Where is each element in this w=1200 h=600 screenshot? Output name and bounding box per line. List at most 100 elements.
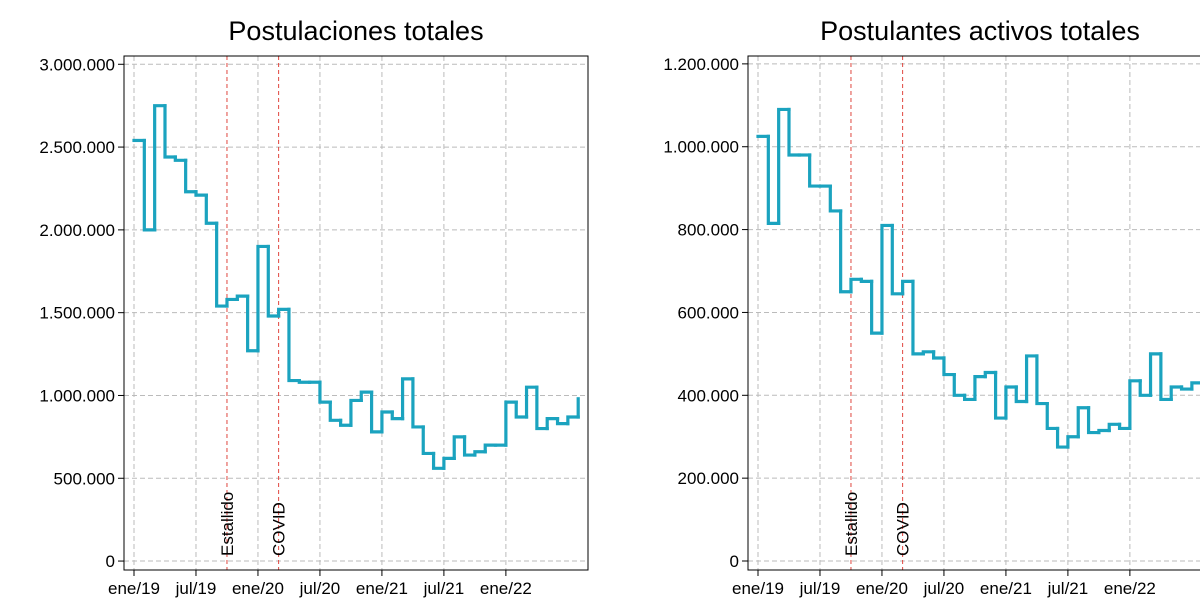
step-segment: [473, 450, 487, 457]
x-tick-label: ene/21: [980, 579, 1032, 598]
step-segment: [973, 375, 987, 402]
x-tick-label: jul/19: [799, 579, 841, 598]
step-segment: [442, 456, 456, 470]
y-tick-label: 400.000: [678, 386, 739, 405]
step-segment: [1190, 381, 1200, 391]
y-tick-label: 0: [106, 552, 115, 571]
step-segment: [153, 104, 167, 232]
event-label: COVID: [894, 502, 913, 556]
step-segment: [1138, 379, 1153, 397]
step-segment: [421, 425, 436, 456]
y-tick-label: 2.000.000: [39, 221, 115, 240]
step-segment: [173, 155, 188, 162]
step-segment: [380, 410, 394, 434]
step-segment: [215, 221, 229, 308]
step-segment: [1107, 422, 1122, 433]
plot-frame: [123, 55, 589, 571]
step-segment: [1076, 406, 1091, 439]
step-segment: [787, 107, 801, 157]
x-tick-label: ene/20: [232, 579, 284, 598]
step-segment: [1117, 422, 1132, 431]
step-segment: [462, 435, 477, 457]
step-segment: [1024, 354, 1039, 404]
step-segment: [504, 400, 518, 447]
y-tick-label: 2.500.000: [39, 138, 115, 157]
step-segment: [1045, 401, 1060, 431]
step-segment: [1128, 379, 1142, 431]
step-segment: [1159, 352, 1173, 402]
panel: Postulaciones totales 0 500.000 1.000.000 1.…: [39, 16, 589, 598]
step-segment: [766, 134, 781, 225]
step-segment: [359, 390, 374, 403]
step-segment: [225, 297, 239, 308]
step-segment: [880, 223, 894, 335]
y-tick-label: 0: [730, 552, 739, 571]
x-tick-label: ene/22: [480, 579, 532, 598]
step-segment: [1086, 406, 1101, 435]
step-segment: [1066, 435, 1080, 449]
x-tick-label: jul/19: [175, 579, 217, 598]
step-segment: [942, 356, 956, 377]
step-segment: [952, 372, 967, 397]
step-segment: [235, 294, 250, 302]
step-segment: [963, 393, 977, 402]
step-segment: [890, 223, 905, 296]
y-tick-label: 1.500.000: [39, 304, 115, 323]
step-segment: [849, 277, 863, 294]
step-segment: [1169, 385, 1184, 402]
step-segment: [828, 184, 843, 213]
step-segment: [339, 418, 353, 427]
step-segment: [870, 279, 884, 335]
step-segment: [142, 138, 157, 232]
y-tick-label: 1.000.000: [39, 386, 115, 405]
step-segment: [411, 377, 425, 429]
x-tick-label: jul/21: [423, 579, 465, 598]
step-segment: [932, 350, 946, 360]
step-segment: [901, 279, 915, 296]
step-segment: [777, 107, 791, 225]
step-segment: [1014, 385, 1029, 404]
step-segment: [369, 390, 384, 434]
y-tick-label: 3.000.000: [39, 55, 115, 74]
step-segment: [204, 193, 219, 225]
y-tick-label: 500.000: [54, 469, 115, 488]
step-segment: [1055, 426, 1070, 449]
step-segment: [452, 435, 467, 460]
y-tick-label: 800.000: [678, 221, 739, 240]
step-segment: [277, 307, 291, 318]
panel: Postulantes activos totales 0 200.000 400.0…: [663, 16, 1200, 598]
chart-title: Postulantes activos totales: [820, 16, 1140, 46]
step-segment: [1097, 428, 1111, 435]
step-segment: [349, 398, 363, 427]
x-tick-label: jul/20: [299, 579, 341, 598]
step-segment: [859, 277, 874, 283]
step-segment: [839, 209, 853, 294]
y-tick-label: 1.200.000: [663, 55, 739, 74]
x-tick-label: ene/22: [1104, 579, 1156, 598]
step-segment: [400, 377, 415, 421]
step-segment: [390, 410, 405, 421]
step-segment: [184, 158, 198, 194]
step-segment: [514, 400, 529, 419]
event-label: Estallido: [218, 492, 237, 556]
step-segment: [483, 443, 498, 454]
y-tick-label: 600.000: [678, 303, 739, 322]
step-segment: [993, 370, 1008, 420]
step-segment: [287, 307, 301, 383]
step-segment: [1004, 385, 1018, 420]
event-label: COVID: [270, 502, 289, 556]
step-segment: [266, 244, 281, 318]
step-segment: [256, 244, 270, 353]
step-segment: [1179, 385, 1194, 391]
step-segment: [163, 104, 177, 159]
plot-frame: [747, 55, 1200, 571]
step-segment: [535, 385, 549, 431]
step-segment: [431, 451, 446, 470]
x-tick-label: jul/20: [923, 579, 965, 598]
x-tick-label: ene/19: [108, 579, 160, 598]
x-tick-label: jul/21: [1047, 579, 1089, 598]
step-segment: [808, 153, 822, 188]
step-segment: [318, 380, 332, 404]
step-segment: [555, 417, 570, 426]
step-segment: [297, 378, 312, 384]
